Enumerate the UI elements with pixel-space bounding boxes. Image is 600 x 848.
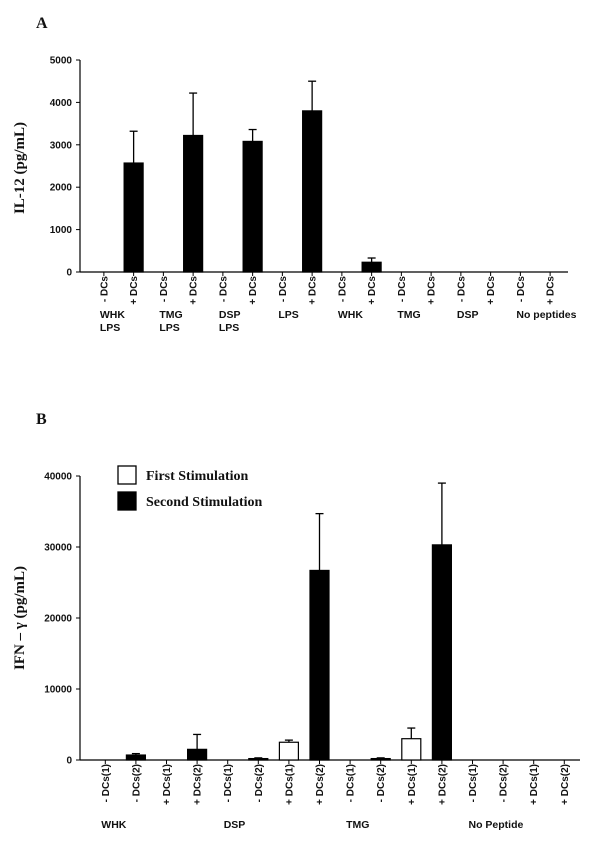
group-label: WHK	[101, 819, 126, 831]
x-tick-label: + DCs(2)	[193, 764, 204, 805]
bar	[278, 741, 299, 761]
chart-a-y-axis-label: IL-12 (pg/mL)	[12, 122, 28, 214]
group-label: TMG	[346, 819, 369, 831]
x-tick-label: + DCs	[129, 276, 140, 305]
x-tick-label: - DCs	[516, 276, 527, 303]
group-label: TMG	[397, 309, 420, 321]
group-label: No Peptide	[469, 819, 524, 831]
bar	[248, 757, 269, 761]
x-tick-label: + DCs(1)	[407, 764, 418, 805]
x-tick-label: + DCs	[308, 276, 319, 305]
y-tick-label: 2000	[50, 183, 73, 194]
bar	[309, 569, 330, 761]
x-tick-label: - DCs(1)	[468, 764, 479, 802]
legend-label: First Stimulation	[146, 469, 248, 484]
chart-b-y-axis-label: IFN – γ (pg/mL)	[12, 566, 28, 670]
x-tick-label: - DCs(2)	[499, 764, 510, 802]
chart-b-legend: First Stimulation Second Stimulation	[117, 465, 263, 511]
group-label: DSP	[219, 309, 241, 321]
group-label: DSP	[457, 309, 479, 321]
bar	[370, 757, 391, 761]
y-tick-label: 0	[66, 756, 72, 767]
y-tick-label: 1000	[50, 225, 73, 236]
legend-swatch	[117, 465, 137, 485]
x-tick-label: - DCs	[99, 276, 110, 303]
x-tick-label: + DCs(2)	[437, 764, 448, 805]
x-tick-label: + DCs(2)	[560, 764, 571, 805]
y-tick-label: 10000	[44, 685, 72, 696]
y-tick-label: 40000	[44, 472, 72, 483]
chart-a-il12: 0 1000 2000 3000 4000 5000 - DCs + DCs - DCs + DC…	[50, 56, 577, 335]
panel-b-label: B	[36, 411, 47, 428]
chart-b-ifn-gamma: 0 10000 20000 30000 40000 - DCs(1) - DCs(2) + D…	[44, 472, 580, 831]
bar	[187, 748, 208, 761]
group-label: LPS	[278, 309, 298, 321]
group-label: DSP	[224, 819, 246, 831]
bar	[302, 110, 323, 273]
x-tick-label: + DCs	[248, 276, 259, 305]
bar	[183, 134, 204, 273]
y-tick-label: 20000	[44, 614, 72, 625]
bar	[242, 140, 263, 273]
panel-a-label: A	[36, 15, 48, 32]
bar	[401, 738, 422, 761]
x-tick-label: - DCs(2)	[131, 764, 142, 802]
group-label: TMG	[159, 309, 182, 321]
x-tick-label: - DCs	[456, 276, 467, 303]
x-tick-label: - DCs(2)	[376, 764, 387, 802]
x-tick-label: - DCs	[397, 276, 408, 303]
bar	[431, 544, 452, 761]
legend-label: Second Stimulation	[146, 495, 263, 510]
x-tick-label: + DCs	[367, 276, 378, 305]
legend-swatch	[117, 491, 137, 511]
group-label: LPS	[159, 322, 179, 334]
bar	[123, 162, 144, 273]
x-tick-label: - DCs(2)	[254, 764, 265, 802]
bar	[361, 261, 382, 273]
x-tick-label: + DCs(1)	[284, 764, 295, 805]
y-tick-label: 0	[66, 268, 72, 279]
x-tick-label: + DCs(2)	[315, 764, 326, 805]
x-tick-label: - DCs	[218, 276, 229, 303]
x-tick-label: + DCs	[546, 276, 557, 305]
x-tick-label: - DCs(1)	[101, 764, 112, 802]
x-tick-label: + DCs	[427, 276, 438, 305]
y-tick-label: 5000	[50, 56, 73, 67]
x-tick-label: - DCs	[159, 276, 170, 303]
y-tick-label: 3000	[50, 140, 73, 151]
x-tick-label: - DCs	[278, 276, 289, 303]
y-tick-label: 30000	[44, 543, 72, 554]
group-label: No peptides	[516, 309, 576, 321]
x-tick-label: + DCs(1)	[529, 764, 540, 805]
x-tick-label: - DCs(1)	[346, 764, 357, 802]
group-label: WHK	[338, 309, 363, 321]
x-tick-label: - DCs	[337, 276, 348, 303]
group-label: LPS	[100, 322, 120, 334]
x-tick-label: + DCs	[486, 276, 497, 305]
x-tick-label: - DCs(1)	[223, 764, 234, 802]
bar	[125, 754, 147, 761]
group-label: LPS	[219, 322, 239, 334]
y-tick-label: 4000	[50, 98, 73, 109]
x-tick-label: + DCs	[189, 276, 200, 305]
group-label: WHK	[100, 309, 125, 321]
x-tick-label: + DCs(1)	[162, 764, 173, 805]
